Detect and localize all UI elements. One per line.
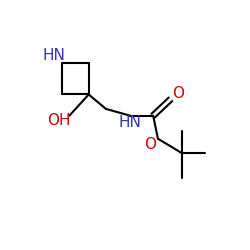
Text: OH: OH xyxy=(47,113,70,128)
Text: HN: HN xyxy=(42,48,66,62)
Text: HN: HN xyxy=(118,114,142,130)
Text: O: O xyxy=(172,86,184,101)
Text: O: O xyxy=(144,137,156,152)
